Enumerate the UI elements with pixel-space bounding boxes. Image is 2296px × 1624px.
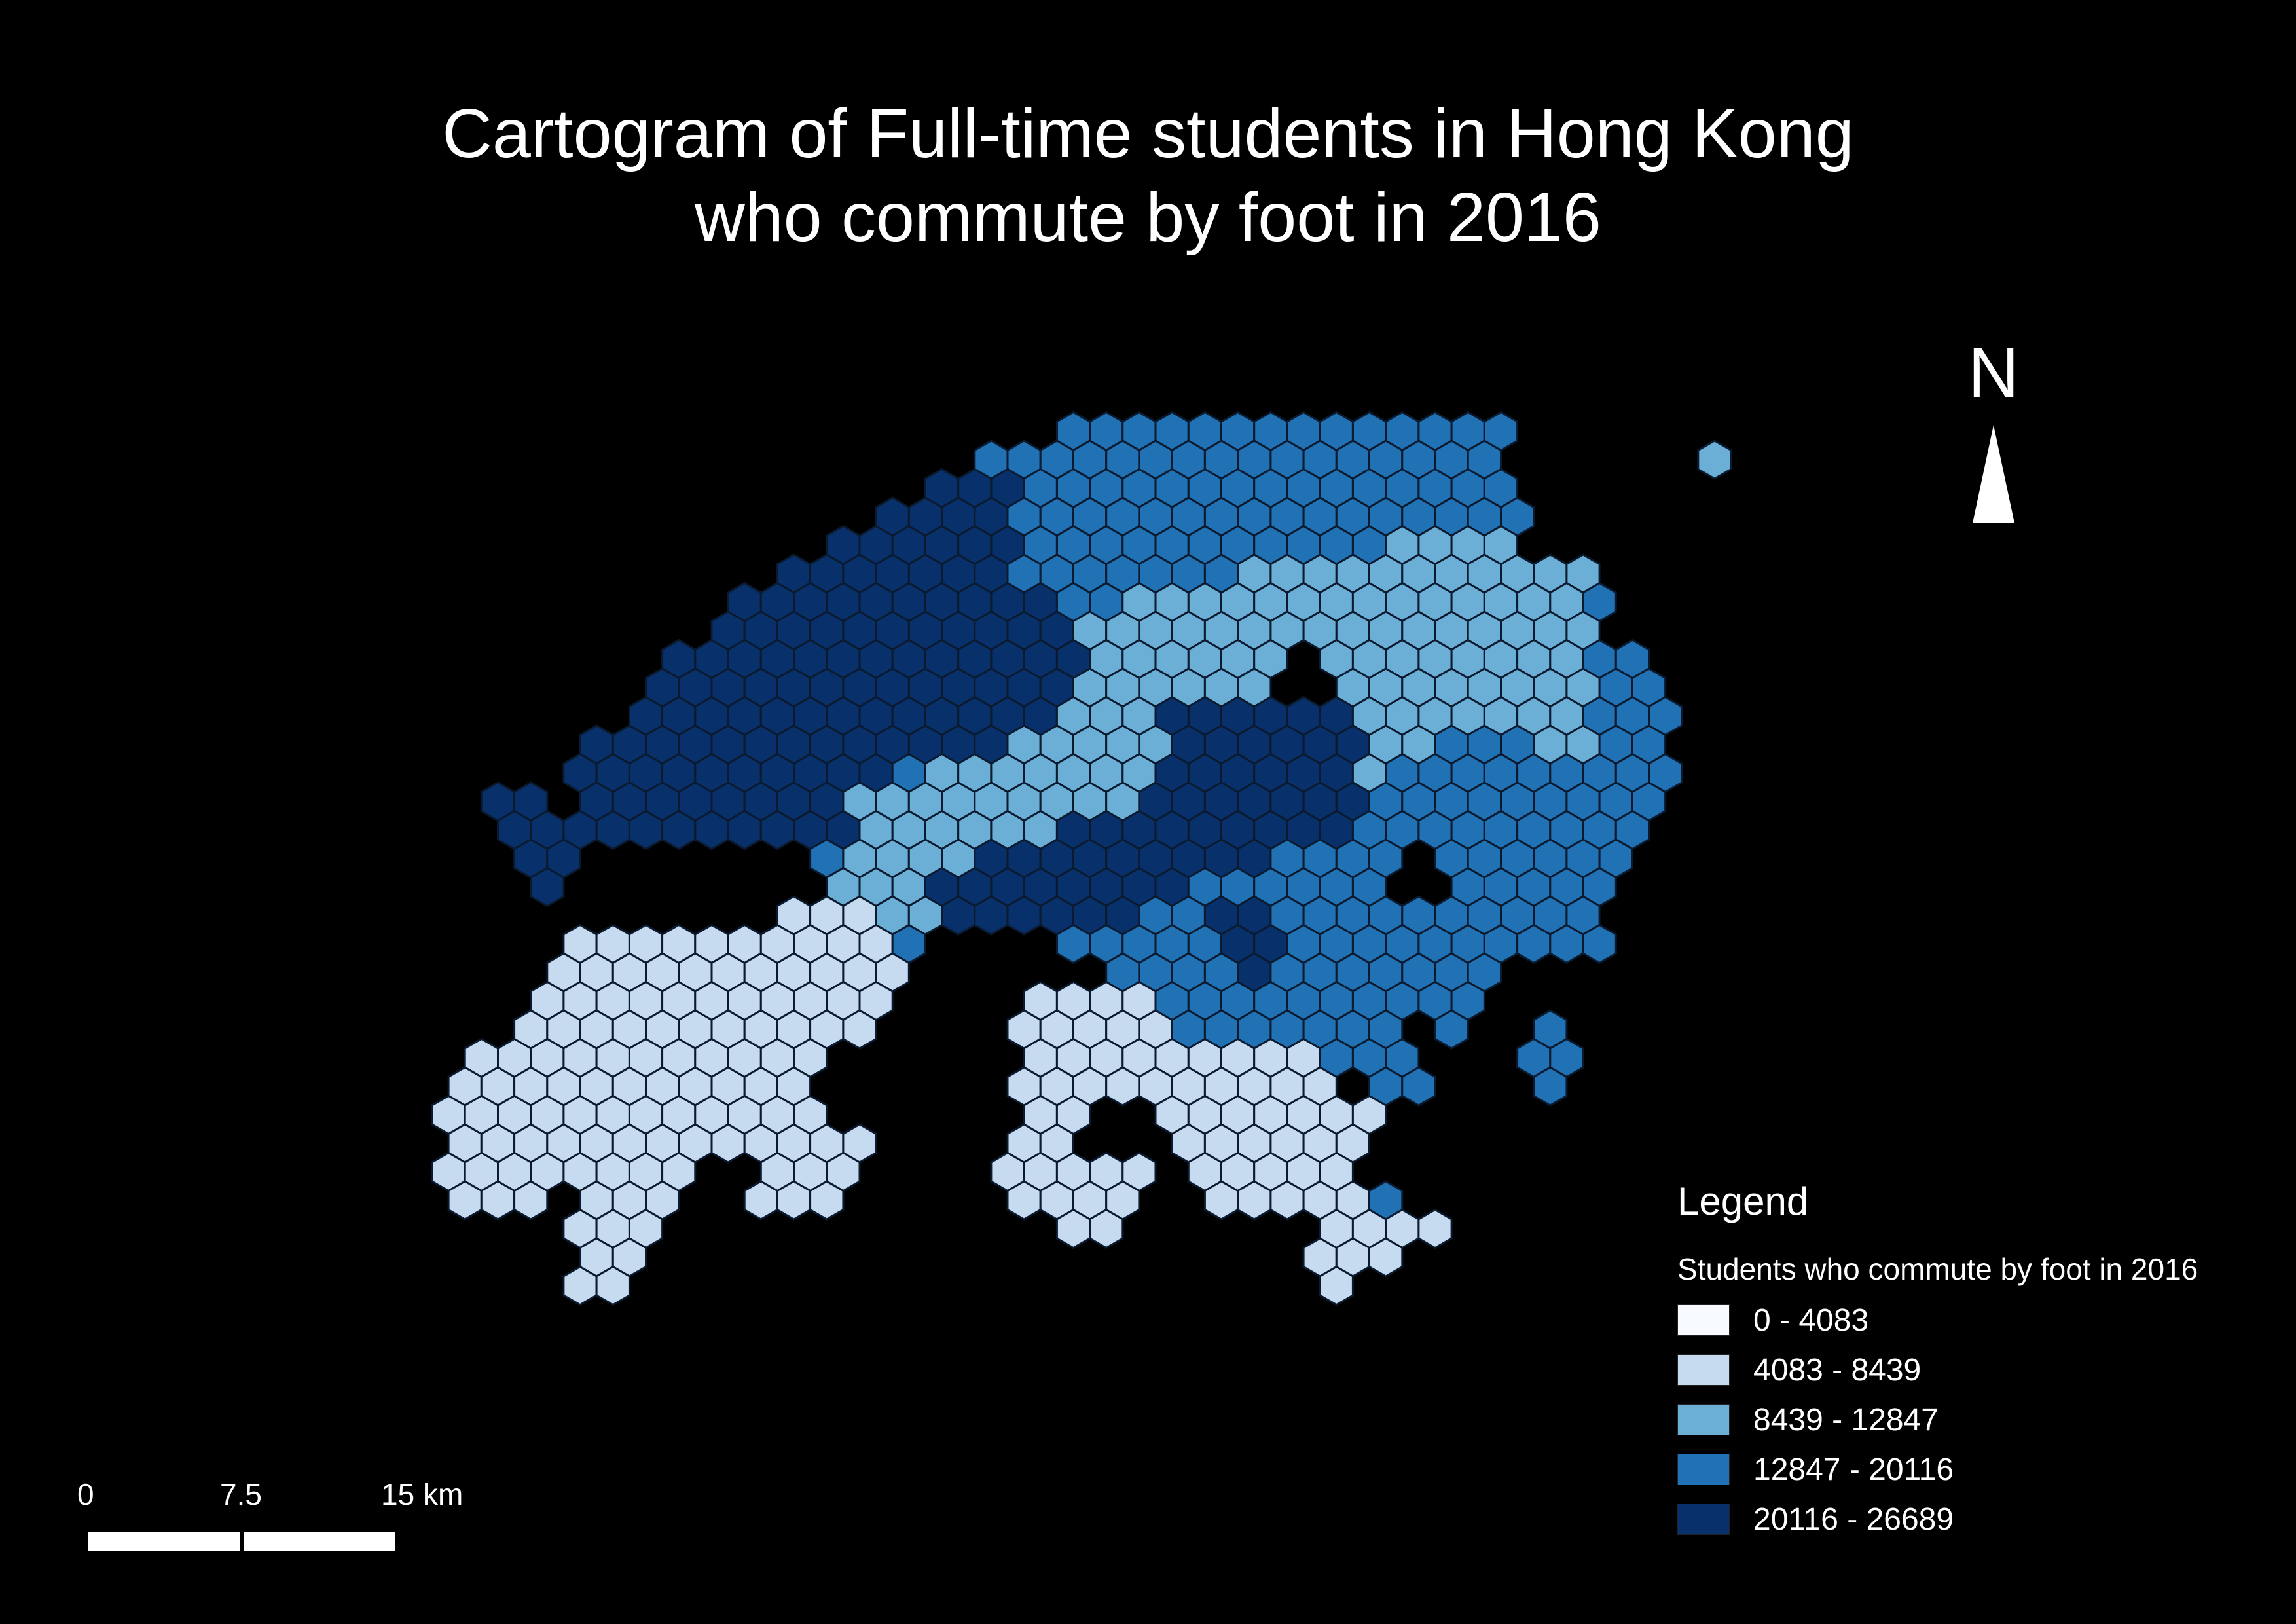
scale-bar: 0 7.5 15 km (72, 1477, 463, 1568)
hex-cell (595, 1265, 630, 1306)
hex-cell (661, 809, 697, 851)
hex-cell (1006, 1180, 1042, 1221)
legend-item: 0 - 4083 (1677, 1295, 2198, 1345)
legend-label: 20116 - 26689 (1753, 1502, 1954, 1537)
hex-cell (1434, 1009, 1469, 1050)
hex-cell (743, 1180, 778, 1221)
hex-cell (1368, 1237, 1404, 1278)
hex-cell (694, 809, 729, 851)
hex-cell (1105, 1066, 1140, 1107)
legend-label: 0 - 4083 (1753, 1302, 1869, 1338)
hex-cell (595, 809, 630, 851)
hex-cell (530, 866, 565, 908)
hex-cell (1203, 1180, 1239, 1221)
hex-cell (809, 1180, 845, 1221)
scale-bar-segment-1 (88, 1532, 240, 1551)
hex-cell (447, 1180, 483, 1221)
north-label: N (1968, 333, 2019, 412)
hex-cell (1055, 923, 1091, 965)
hex-cell (1697, 439, 1732, 480)
scale-bar-segment-2 (244, 1532, 395, 1551)
hex-cell (842, 1009, 877, 1050)
north-arrow-icon (1973, 425, 2014, 523)
map-title-line-1: Cartogram of Full-time students in Hong … (442, 95, 1854, 172)
map-title-line-2: who commute by foot in 2016 (695, 179, 1601, 256)
legend-title: Legend (1677, 1179, 1809, 1223)
hex-cell (1533, 1066, 1568, 1107)
north-arrow: N (1961, 337, 2026, 523)
hex-cell (941, 895, 976, 936)
hex-cell (1269, 1180, 1305, 1221)
legend-swatch (1677, 1504, 1730, 1535)
hex-cell (1582, 923, 1617, 965)
legend-swatch (1677, 1454, 1730, 1485)
hex-cell (776, 1180, 812, 1221)
legend-swatch (1677, 1304, 1730, 1336)
legend-label: 4083 - 8439 (1753, 1352, 1922, 1388)
legend-swatch (1677, 1354, 1730, 1386)
legend-item: 12847 - 20116 (1677, 1445, 2198, 1494)
map-title: Cartogram of Full-time students in Hong … (0, 92, 2296, 259)
legend-label: 12847 - 20116 (1753, 1452, 1954, 1487)
hex-cell (1319, 1265, 1354, 1306)
legend-label: 8439 - 12847 (1753, 1402, 1939, 1437)
hex-cell (1089, 1208, 1124, 1249)
hex-cell (1549, 923, 1584, 965)
legend-subtitle: Students who commute by foot in 2016 (1677, 1252, 2198, 1286)
hex-cell (513, 1180, 549, 1221)
hex-cell (1401, 1066, 1436, 1107)
scale-tick-end: 15 km (381, 1477, 464, 1511)
legend-item: 4083 - 8439 (1677, 1345, 2198, 1395)
hex-cell (727, 809, 762, 851)
hex-cell (710, 1123, 746, 1164)
hex-cell (480, 1180, 516, 1221)
hex-cell (1237, 1180, 1272, 1221)
scale-tick-0: 0 (77, 1477, 94, 1511)
hex-cell (1006, 895, 1042, 936)
hex-cell (1055, 1208, 1091, 1249)
hex-cell (974, 895, 1009, 936)
hex-cell (628, 809, 664, 851)
hex-cell (1516, 923, 1552, 965)
hex-cell (562, 1265, 598, 1306)
legend-item: 8439 - 12847 (1677, 1395, 2198, 1445)
hex-cell (759, 809, 795, 851)
legend-item: 20116 - 26689 (1677, 1494, 2198, 1544)
hex-cell (1417, 1208, 1453, 1249)
scale-tick-mid: 7.5 (220, 1477, 262, 1511)
legend: Legend Students who commute by foot in 2… (1677, 1179, 2198, 1544)
legend-swatch (1677, 1404, 1730, 1435)
